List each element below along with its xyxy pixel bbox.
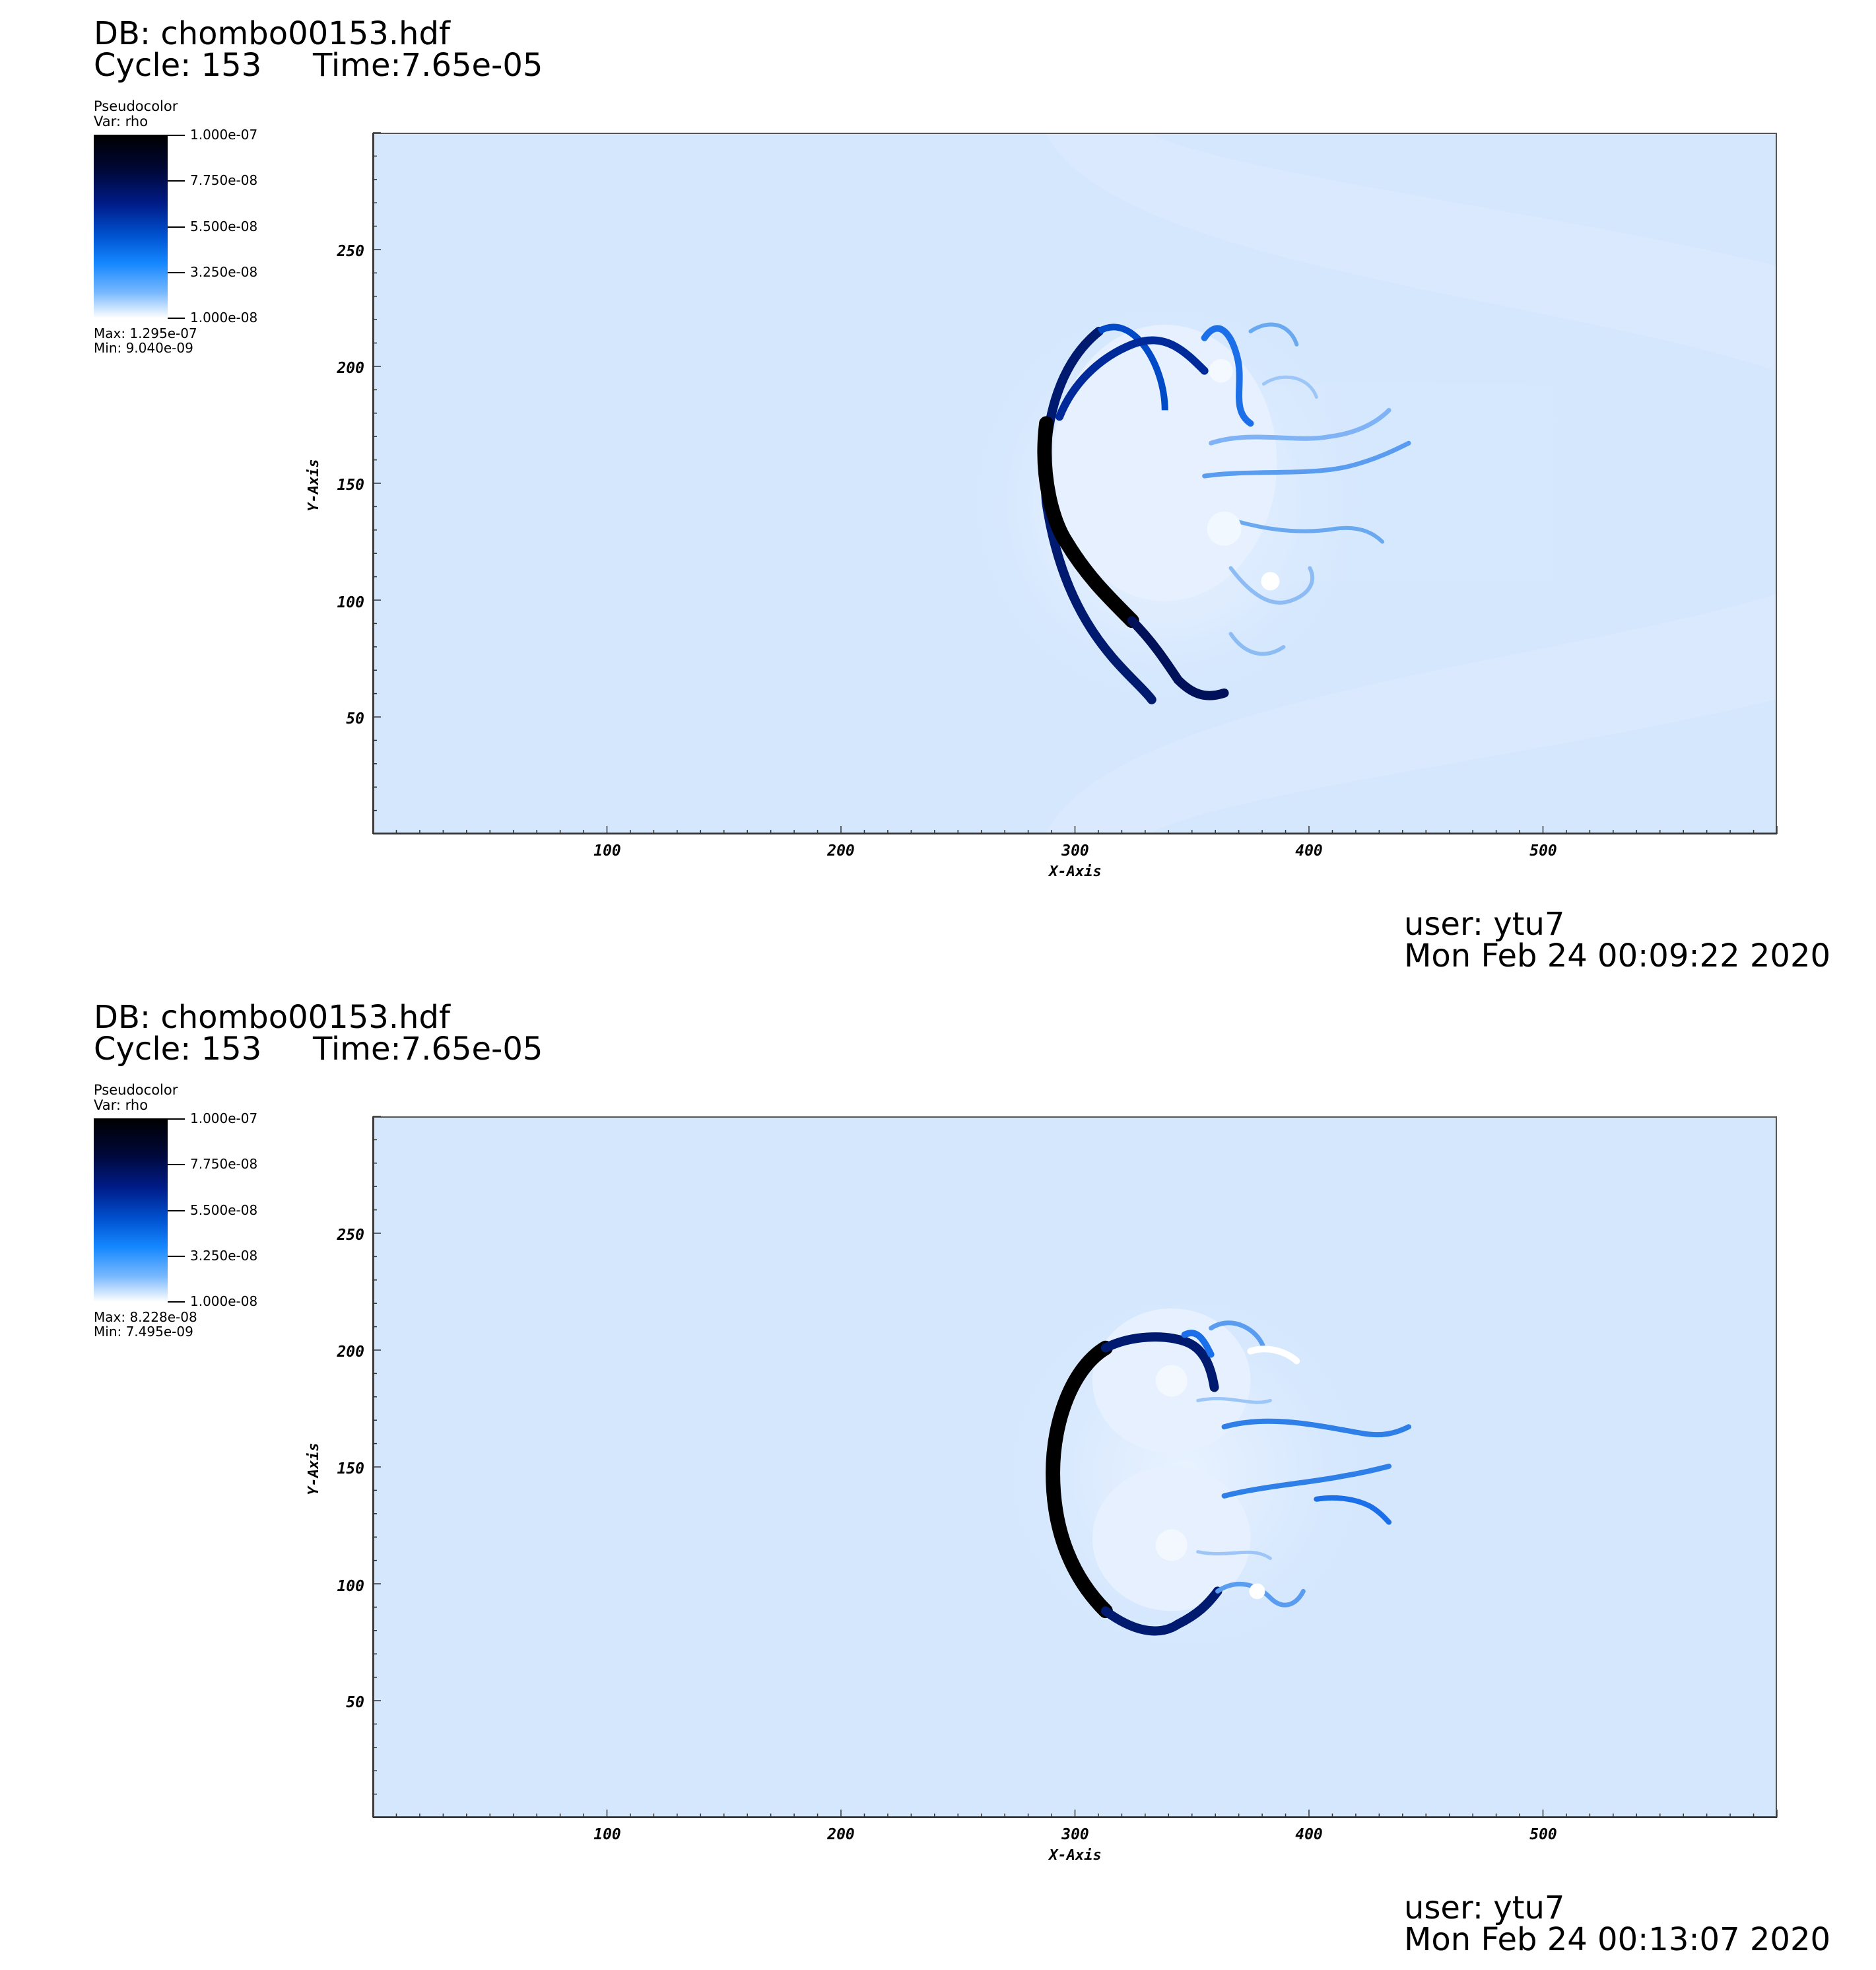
x-axis-title: X-Axis — [1048, 864, 1101, 880]
plot-axes: 100 200 300 400 500 X-Axis 50 100 150 20… — [306, 1116, 1778, 1864]
colorbar-label-max: 1.000e-07 — [190, 127, 258, 143]
colorbar-tick — [168, 1301, 185, 1303]
x-tick-label: 100 — [593, 1826, 621, 1843]
x-tick-label: 500 — [1529, 1826, 1557, 1843]
x-tick-label: 300 — [1061, 842, 1089, 860]
colorbar-tick — [168, 180, 185, 182]
colorbar-label-min: 1.000e-08 — [190, 310, 258, 325]
colorbar-tick — [168, 1256, 185, 1257]
cycle-time-line: Cycle: 153 Time:7.65e-05 — [94, 49, 543, 82]
data-min: Min: 9.040e-09 — [94, 340, 193, 356]
database-title: DB: chombo00153.hdf — [94, 15, 450, 52]
x-axis-title: X-Axis — [1048, 1847, 1101, 1864]
y-tick-label: 50 — [346, 710, 364, 728]
user-label: user: ytu7 — [1404, 1889, 1565, 1926]
legend-plot-type: Pseudocolor — [94, 1082, 178, 1098]
colorbar-tick — [168, 135, 185, 136]
user-label: user: ytu7 — [1404, 906, 1565, 943]
y-axis-title: Y-Axis — [306, 459, 322, 511]
colorbar-label: 5.500e-08 — [190, 219, 258, 234]
colorbar-label: 3.250e-08 — [190, 264, 258, 280]
y-tick-label: 100 — [337, 1578, 364, 1595]
colorbar-tick — [168, 1164, 185, 1165]
colorbar — [94, 1118, 168, 1302]
x-tick-label: 100 — [593, 842, 621, 860]
database-title: DB: chombo00153.hdf — [94, 999, 450, 1036]
cycle-label: Cycle: 153 — [94, 1031, 262, 1068]
cycle-time-line: Cycle: 153 Time:7.65e-05 — [94, 1033, 543, 1066]
y-tick-label: 150 — [337, 477, 364, 494]
y-tick-label: 250 — [336, 1227, 364, 1244]
colorbar-label: 7.750e-08 — [190, 172, 258, 188]
data-max: Max: 8.228e-08 — [94, 1309, 197, 1325]
y-tick-label: 50 — [346, 1694, 364, 1711]
time-label: Time:7.65e-05 — [313, 1031, 543, 1068]
colorbar-label: 3.250e-08 — [190, 1248, 258, 1264]
cycle-label: Cycle: 153 — [94, 47, 262, 84]
colorbar-tick — [168, 272, 185, 273]
timestamp-label: Mon Feb 24 00:09:22 2020 — [1404, 937, 1831, 974]
data-min: Min: 7.495e-09 — [94, 1324, 193, 1340]
plot-window-1: DB: chombo00153.hdf Cycle: 153 Time:7.65e… — [0, 0, 1876, 984]
y-tick-label: 150 — [337, 1460, 364, 1478]
x-tick-label: 300 — [1061, 1826, 1089, 1843]
density-field — [374, 134, 1776, 832]
colorbar — [94, 135, 168, 318]
density-field — [374, 1118, 1776, 1816]
time-label: Time:7.65e-05 — [313, 47, 543, 84]
x-tick-label: 500 — [1529, 842, 1557, 860]
y-tick-label: 200 — [336, 1343, 364, 1361]
colorbar-tick — [168, 1118, 185, 1120]
pseudocolor-plot-area — [373, 1116, 1777, 1817]
legend-variable: Var: rho — [94, 1097, 149, 1113]
timestamp-label: Mon Feb 24 00:13:07 2020 — [1404, 1921, 1831, 1958]
x-tick-label: 400 — [1295, 842, 1323, 860]
colorbar-label: 7.750e-08 — [190, 1156, 258, 1172]
y-tick-label: 100 — [337, 594, 364, 611]
pseudocolor-plot-area — [373, 133, 1777, 834]
legend-plot-type: Pseudocolor — [94, 98, 178, 114]
colorbar-tick — [168, 1210, 185, 1211]
data-max: Max: 1.295e-07 — [94, 325, 197, 341]
x-tick-label: 200 — [826, 842, 855, 860]
y-axis-title: Y-Axis — [306, 1443, 322, 1495]
colorbar-label-min: 1.000e-08 — [190, 1293, 258, 1309]
y-tick-label: 200 — [336, 360, 364, 377]
y-tick-label: 250 — [336, 243, 364, 260]
colorbar-label-max: 1.000e-07 — [190, 1110, 258, 1126]
colorbar-label: 5.500e-08 — [190, 1202, 258, 1218]
colorbar-tick — [168, 318, 185, 319]
plot-window-2: DB: chombo00153.hdf Cycle: 153 Time:7.65e… — [0, 984, 1876, 1967]
legend-variable: Var: rho — [94, 114, 149, 129]
colorbar-tick — [168, 226, 185, 228]
plot-axes: 100 200 300 400 500 X-Axis 50 100 150 20… — [306, 132, 1778, 880]
x-tick-label: 400 — [1295, 1826, 1323, 1843]
x-tick-label: 200 — [826, 1826, 855, 1843]
